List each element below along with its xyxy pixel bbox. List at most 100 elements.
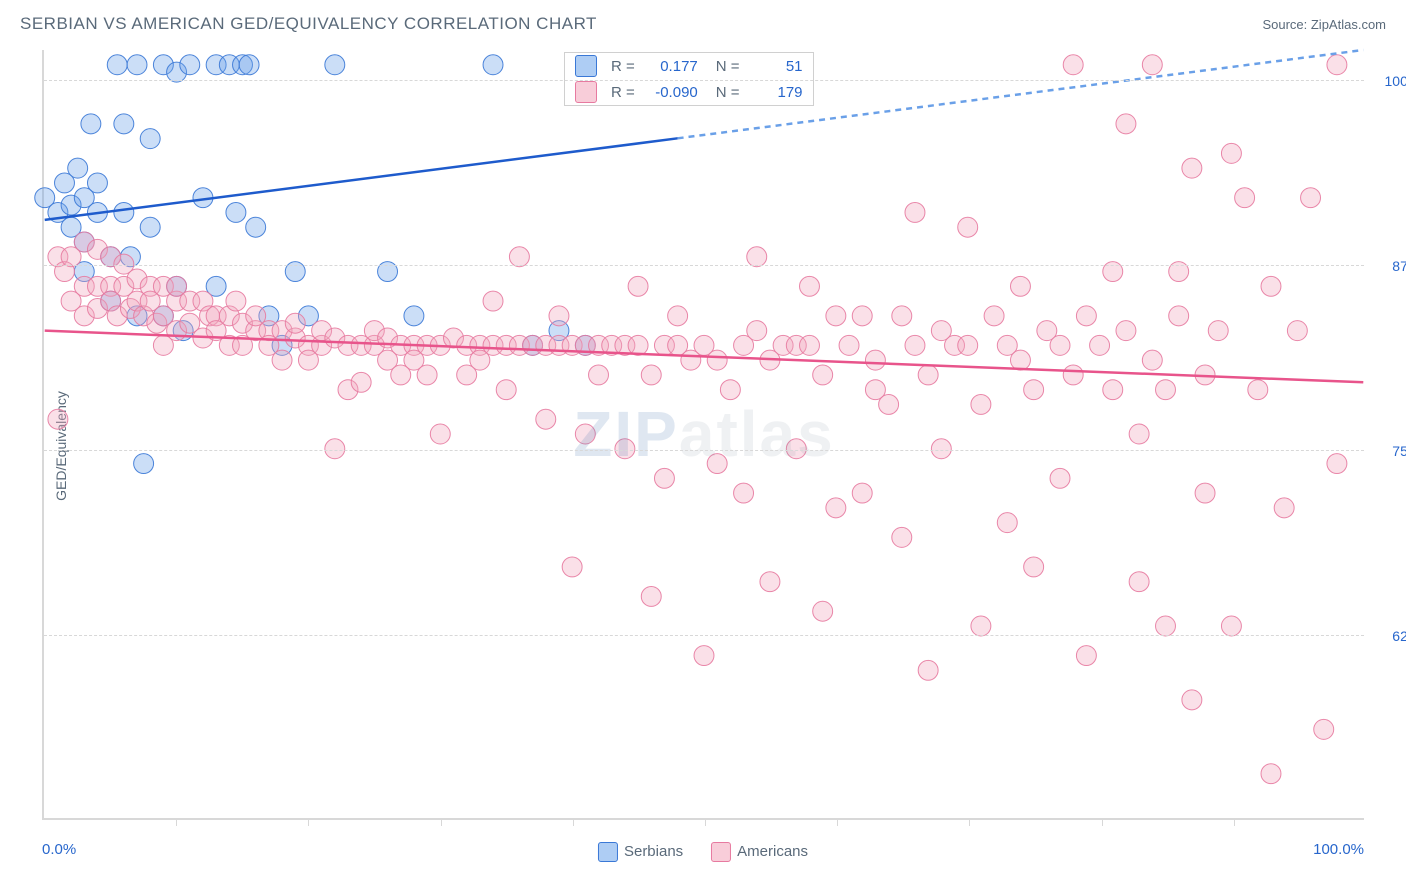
data-point [1208,321,1228,341]
data-point [918,660,938,680]
data-point [865,350,885,370]
data-point [81,114,101,134]
data-point [1076,646,1096,666]
legend-r-value: 0.177 [643,58,698,75]
data-point [786,439,806,459]
data-point [879,394,899,414]
data-point [1090,335,1110,355]
data-point [707,454,727,474]
data-point [615,439,635,459]
legend-n-value: 51 [748,58,803,75]
data-point [107,55,127,75]
legend-swatch [711,842,731,862]
data-point [892,306,912,326]
series-legend-label: Americans [737,843,808,860]
data-point [628,276,648,296]
data-point [1116,321,1136,341]
data-point [813,365,833,385]
grid-line-h: 87.5% [44,265,1364,266]
x-tick [705,818,706,826]
data-point [905,202,925,222]
x-tick [176,818,177,826]
data-point [549,306,569,326]
grid-line-h: 75.0% [44,450,1364,451]
data-point [1103,380,1123,400]
data-point [654,468,674,488]
data-point [1287,321,1307,341]
series-legend-item: Serbians [598,842,683,862]
data-point [641,586,661,606]
data-point [1050,468,1070,488]
x-axis-min-label: 0.0% [42,841,76,858]
data-point [813,601,833,621]
data-point [351,372,371,392]
y-tick-label: 87.5% [1372,258,1406,274]
data-point [114,202,134,222]
x-axis-max-label: 100.0% [1313,841,1364,858]
data-point [1129,572,1149,592]
data-point [852,483,872,503]
x-tick [969,818,970,826]
plot-area: ZIPatlas R =0.177N =51R =-0.090N =179 62… [42,50,1364,820]
data-point [1076,306,1096,326]
data-point [1142,350,1162,370]
data-point [114,114,134,134]
y-tick-label: 75.0% [1372,443,1406,459]
data-point [226,202,246,222]
plot-svg [44,50,1364,818]
chart-title: SERBIAN VS AMERICAN GED/EQUIVALENCY CORR… [20,14,597,34]
data-point [127,55,147,75]
data-point [272,350,292,370]
data-point [1195,483,1215,503]
data-point [1221,616,1241,636]
data-point [417,365,437,385]
data-point [971,616,991,636]
legend-r-label: R = [611,58,635,75]
data-point [931,439,951,459]
data-point [1169,306,1189,326]
data-point [694,646,714,666]
data-point [589,365,609,385]
data-point [958,217,978,237]
data-point [971,394,991,414]
data-point [536,409,556,429]
data-point [1156,380,1176,400]
data-point [1063,55,1083,75]
data-point [1024,557,1044,577]
data-point [918,365,938,385]
data-point [325,439,345,459]
data-point [1248,380,1268,400]
data-point [483,291,503,311]
data-point [668,306,688,326]
legend-swatch [575,81,597,103]
data-point [404,306,424,326]
data-point [1182,158,1202,178]
x-tick [1234,818,1235,826]
data-point [68,158,88,178]
data-point [852,306,872,326]
legend-swatch [598,842,618,862]
data-point [1010,276,1030,296]
data-point [1301,188,1321,208]
data-point [734,483,754,503]
data-point [1063,365,1083,385]
data-point [1274,498,1294,518]
x-tick [573,818,574,826]
data-point [1142,55,1162,75]
data-point [140,217,160,237]
data-point [1327,55,1347,75]
data-point [720,380,740,400]
data-point [562,557,582,577]
data-point [997,513,1017,533]
legend-swatch [575,55,597,77]
data-point [1221,143,1241,163]
grid-line-h: 62.5% [44,635,1364,636]
data-point [800,276,820,296]
data-point [239,55,259,75]
legend-n-label: N = [716,84,740,101]
data-point [747,321,767,341]
legend-r-value: -0.090 [643,84,698,101]
data-point [1182,690,1202,710]
data-point [800,335,820,355]
x-tick [308,818,309,826]
